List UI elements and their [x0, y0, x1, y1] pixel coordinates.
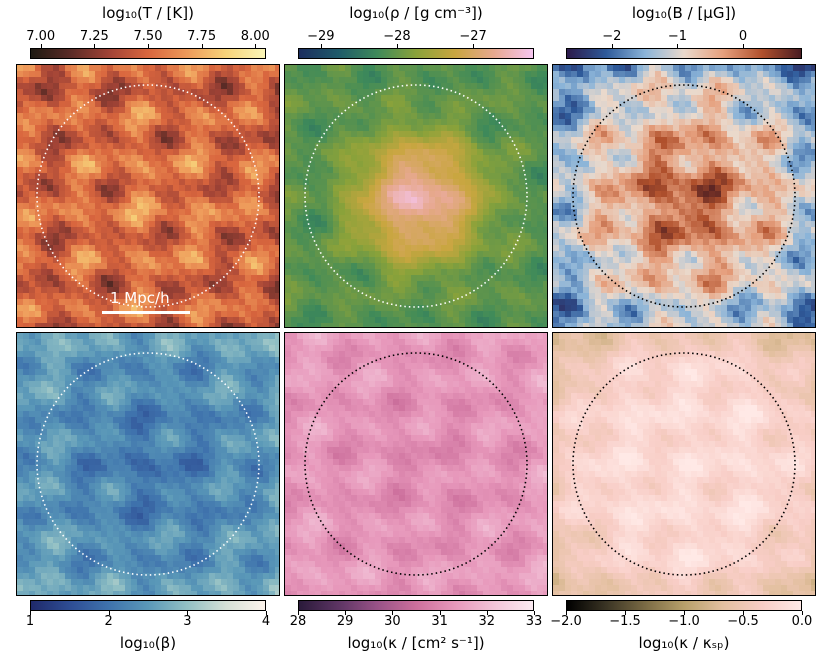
conductivity-tick-mark — [439, 611, 441, 615]
temperature-virial-circle — [36, 84, 260, 308]
plasma-beta-tick-label: 4 — [261, 614, 271, 629]
plasma-beta-colorbar-title: log₁₀(β) — [119, 634, 177, 652]
conductivity-tick-mark — [298, 611, 299, 615]
magnetic-field-tick-mark — [611, 44, 613, 48]
plasma-beta-colorbar — [30, 600, 266, 611]
temperature-colorbar-title: log₁₀(T / [K]) — [102, 4, 194, 22]
density-tick-mark — [396, 44, 398, 48]
temperature-tick-mark — [148, 44, 149, 48]
conductivity-colorbar — [298, 600, 534, 611]
conductivity-ratio-tick-label: −2.0 — [550, 614, 582, 629]
conductivity-ratio-tick-mark — [684, 611, 685, 615]
temperature-field — [17, 65, 279, 327]
density-tick-mark — [320, 44, 322, 48]
density-virial-circle — [304, 84, 528, 308]
scale-bar — [102, 311, 190, 314]
plasma-beta-tick-mark — [266, 611, 267, 615]
temperature-tick-mark — [94, 44, 96, 48]
conductivity-field — [285, 333, 547, 595]
conductivity-ratio-tick-label: −1.5 — [609, 614, 641, 629]
conductivity-ratio-virial-circle — [572, 352, 796, 576]
conductivity-ratio-tick-mark — [802, 611, 803, 615]
density-tick-label: −28 — [383, 29, 411, 44]
temperature-tick-mark — [40, 44, 42, 48]
conductivity-tick-label: 33 — [525, 614, 543, 629]
plasma-beta-map — [16, 332, 280, 596]
conductivity-ratio-tick-mark — [566, 611, 567, 615]
plasma-beta-tick-mark — [108, 611, 110, 615]
temperature-tick-label: 8.00 — [240, 29, 270, 44]
conductivity-tick-label: 31 — [431, 614, 448, 629]
density-field — [285, 65, 547, 327]
temperature-tick-mark — [255, 44, 257, 48]
plasma-beta-tick-mark — [30, 611, 31, 615]
conductivity-ratio-tick-mark — [625, 611, 626, 615]
plasma-beta-tick-mark — [187, 611, 189, 615]
magnetic-field-tick-label: 0 — [738, 29, 748, 44]
density-tick-label: −29 — [307, 29, 335, 44]
conductivity-virial-circle — [304, 352, 528, 576]
conductivity-ratio-tick-label: −0.5 — [727, 614, 759, 629]
conductivity-tick-label: 30 — [384, 614, 401, 629]
magnetic-field-tick-label: −2 — [602, 29, 622, 44]
magnetic-field-tick-mark — [677, 44, 679, 48]
plasma-beta-field — [17, 333, 279, 595]
density-colorbar-title: log₁₀(ρ / [g cm⁻³]) — [349, 4, 483, 22]
conductivity-map — [284, 332, 548, 596]
magnetic-field-tick-mark — [743, 44, 744, 48]
magnetic-field-colorbar-title: log₁₀(B / [μG]) — [631, 4, 737, 22]
conductivity-tick-mark — [345, 611, 347, 615]
plasma-beta-tick-label: 3 — [183, 614, 192, 629]
conductivity-ratio-colorbar-title: log₁₀(κ / κₛₚ) — [638, 634, 730, 652]
density-map — [284, 64, 548, 328]
temperature-map — [16, 64, 280, 328]
conductivity-ratio-map — [552, 332, 816, 596]
conductivity-ratio-tick-label: −1.0 — [668, 614, 700, 629]
magnetic-field-field — [553, 65, 815, 327]
conductivity-tick-mark — [392, 611, 394, 615]
scale-bar-label: 1 Mpc/h — [110, 289, 170, 307]
temperature-tick-label: 7.75 — [187, 29, 217, 44]
conductivity-tick-label: 28 — [289, 614, 307, 629]
conductivity-ratio-colorbar — [566, 600, 802, 611]
conductivity-tick-mark — [486, 611, 488, 615]
conductivity-tick-mark — [534, 611, 535, 615]
temperature-tick-mark — [201, 44, 203, 48]
magnetic-field-map — [552, 64, 816, 328]
magnetic-field-colorbar — [566, 48, 802, 59]
conductivity-ratio-tick-mark — [743, 611, 744, 615]
temperature-tick-label: 7.25 — [79, 29, 109, 44]
magnetic-field-virial-circle — [572, 84, 796, 308]
magnetic-field-tick-label: −1 — [667, 29, 688, 44]
plasma-beta-tick-label: 2 — [104, 614, 113, 629]
conductivity-ratio-field — [553, 333, 815, 595]
temperature-tick-label: 7.50 — [133, 29, 163, 44]
density-tick-mark — [473, 44, 475, 48]
conductivity-ratio-tick-label: 0.0 — [791, 614, 813, 629]
temperature-colorbar — [30, 48, 266, 59]
density-tick-label: −27 — [459, 29, 487, 44]
temperature-tick-label: 7.00 — [26, 29, 56, 44]
conductivity-colorbar-title: log₁₀(κ / [cm² s⁻¹]) — [347, 634, 485, 652]
conductivity-tick-label: 32 — [478, 614, 496, 629]
conductivity-tick-label: 29 — [336, 614, 354, 629]
plasma-beta-tick-label: 1 — [25, 614, 35, 629]
density-colorbar — [298, 48, 534, 59]
plasma-beta-virial-circle — [36, 352, 260, 576]
